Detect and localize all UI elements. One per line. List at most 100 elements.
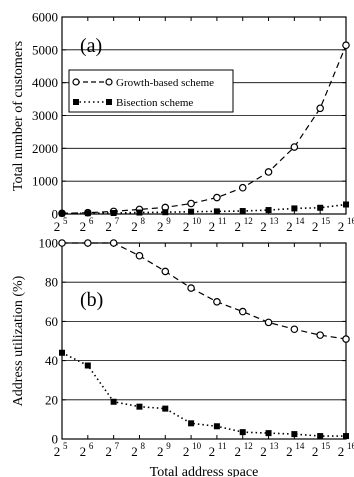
growth-data-point [109,239,118,247]
legend-bisection-marker-right [106,99,112,105]
y-tick-label: 80 [45,275,58,290]
x-tick-exponent: 16 [347,441,354,451]
bisection-data-point [265,430,272,437]
bisection-data-point [343,433,349,440]
y-tick-label: 3000 [32,108,58,123]
x-tick-exponent: 5 [63,441,68,451]
x-tick-label: 2 [54,444,61,459]
y-tick-label: 2000 [32,141,58,156]
x-tick-exponent: 5 [63,216,68,226]
x-tick-exponent: 10 [192,441,202,451]
y-tick-label: 20 [45,392,58,407]
x-tick-exponent: 10 [192,216,202,226]
panel-b-label: (b) [80,289,103,311]
bisection-data-point [239,429,246,436]
panel-b-grid [62,281,346,401]
legend-bisection-marker-left [73,99,79,105]
x-tick-label: 2 [131,444,138,459]
bisection-series-line [61,352,346,437]
growth-data-point [316,331,324,339]
x-tick-label: 2 [209,444,216,459]
growth-data-point [290,143,299,151]
y-tick-label: 100 [39,236,59,251]
x-tick-exponent: 15 [321,216,331,226]
panel-a-x-ticks: 2 5 2 6 2 7 2 8 2 9 2 10 2 11 2 12 2 13 2 14 2 15 2 16 [54,17,354,234]
panel-a-y-axis-label: Total number of customers [11,41,26,191]
x-tick-exponent: 9 [166,441,171,451]
panel-b-y-ticks: 0 20 40 60 80 100 [39,236,346,447]
bisection-data-point [317,433,324,440]
x-tick-label: 2 [338,444,345,459]
x-tick-exponent: 11 [218,441,227,451]
x-tick-exponent: 15 [321,441,331,451]
x-tick-label: 2 [286,219,293,234]
y-tick-label: 60 [45,314,58,329]
x-tick-exponent: 11 [218,216,227,226]
x-tick-label: 2 [312,219,319,234]
x-tick-label: 2 [183,219,190,234]
x-tick-exponent: 12 [244,216,253,226]
growth-data-point [135,251,144,260]
legend-growth-label: Growth-based scheme [116,77,214,89]
x-tick-exponent: 7 [115,441,120,451]
x-tick-label: 2 [131,219,138,234]
growth-data-point [342,335,350,343]
y-tick-label: 1000 [32,174,58,189]
bisection-data-point [162,209,169,216]
panel-a-label: (a) [80,35,102,57]
bisection-data-point [84,362,91,369]
x-tick-label: 2 [286,444,293,459]
bisection-data-point [213,208,220,215]
growth-data-point [213,297,221,306]
panel-a-y-ticks: 0 1000 2000 3000 4000 5000 6000 [32,10,346,222]
x-tick-label: 2 [105,219,112,234]
growth-series-line [62,242,347,340]
bisection-data-point [239,208,246,215]
growth-data-point [187,199,195,208]
x-tick-label: 2 [157,219,164,234]
bisection-data-point [84,210,91,217]
growth-data-point [84,239,92,247]
legend-growth-marker-left [72,78,80,86]
legend-growth-marker-right [105,78,113,86]
growth-data-point [213,193,221,202]
x-tick-label: 2 [234,219,241,234]
bisection-data-point [265,207,272,214]
y-tick-label: 0 [52,207,59,222]
x-tick-label: 2 [209,219,216,234]
x-tick-label: 2 [183,444,190,459]
bisection-data-point [291,431,298,438]
x-tick-exponent: 16 [347,216,354,226]
x-tick-exponent: 6 [89,216,94,226]
y-tick-label: 4000 [32,75,58,90]
growth-data-point [316,104,324,113]
growth-data-point [264,318,273,327]
y-tick-label: 40 [45,353,58,368]
bisection-data-point [162,405,169,412]
bisection-data-point [59,349,65,356]
legend-bisection-label: Bisection scheme [116,97,193,109]
panel-b-series [58,239,350,440]
x-tick-exponent: 12 [244,441,253,451]
y-tick-label: 6000 [32,10,58,25]
x-tick-exponent: 9 [166,216,171,226]
growth-data-point [238,307,247,316]
bisection-data-point [188,420,195,427]
x-tick-label: 2 [234,444,241,459]
bisection-data-point [110,210,117,217]
panel-b-y-axis-label: Address utilization (%) [11,275,26,406]
x-tick-exponent: 13 [270,441,280,451]
y-tick-label: 0 [52,432,59,447]
x-tick-exponent: 13 [270,216,280,226]
bisection-data-point [136,403,143,410]
growth-data-point [290,325,299,334]
panel-b-x-ticks: 2 5 2 6 2 7 2 8 2 9 2 10 2 11 2 12 2 13 2 14 2 15 2 16 [54,243,354,459]
legend: Growth-based scheme Bisection scheme [68,69,234,113]
x-tick-exponent: 14 [295,216,305,226]
x-tick-label: 2 [260,444,267,459]
growth-data-point [161,267,170,276]
growth-series-line [61,45,347,214]
